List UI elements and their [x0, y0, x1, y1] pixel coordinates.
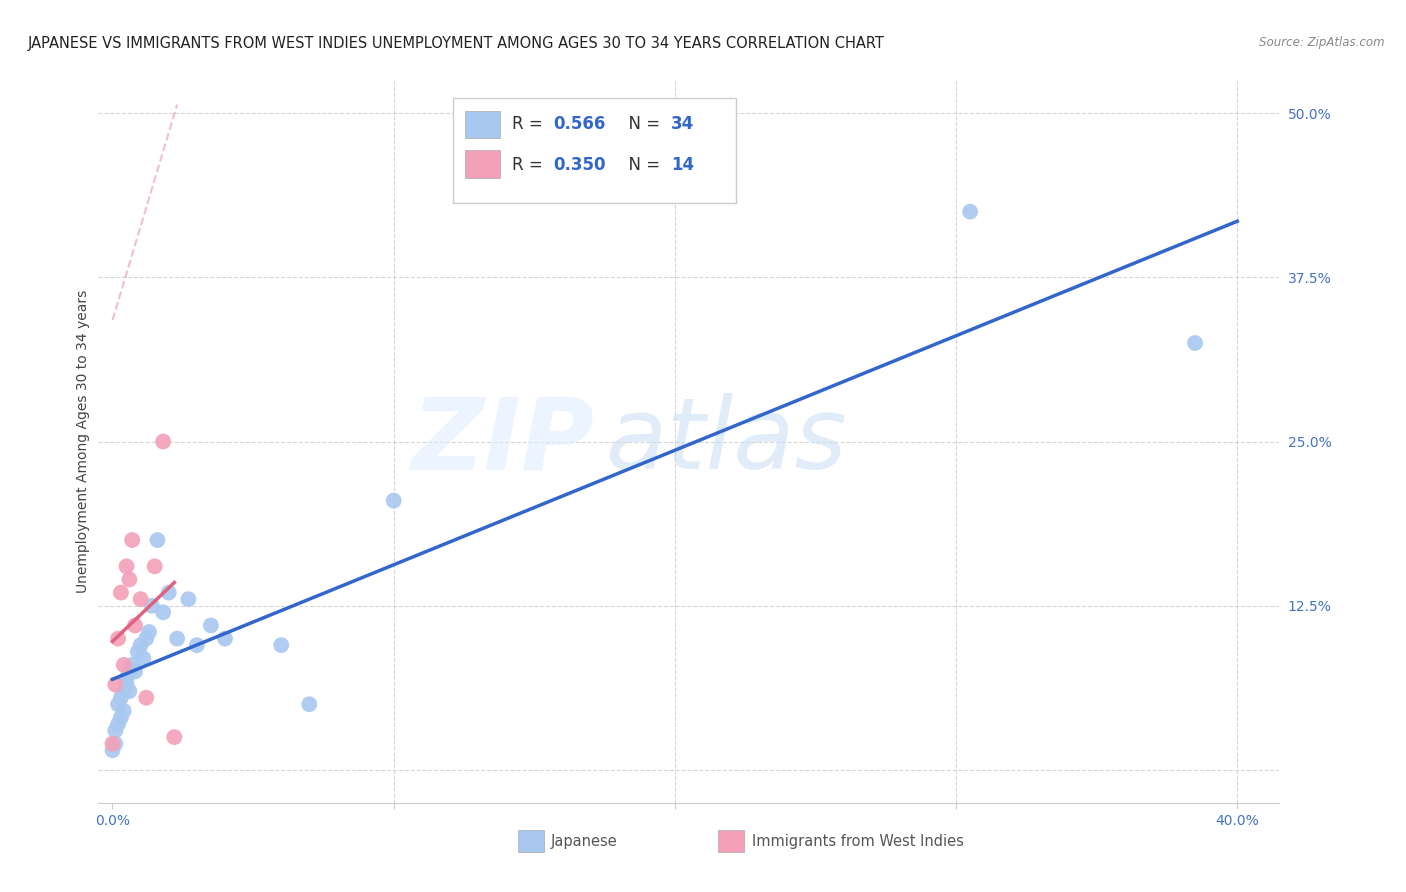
Bar [464, 111, 501, 138]
Point [107, 717, 129, 731]
Point [382, 493, 405, 508]
Point [146, 533, 169, 547]
Point [110, 710, 132, 724]
Point [959, 204, 981, 219]
Text: Immigrants from West Indies: Immigrants from West Indies [752, 834, 963, 848]
Point [121, 533, 143, 547]
Point [121, 657, 143, 672]
Point [163, 730, 186, 744]
Text: 34: 34 [671, 115, 695, 133]
Point [152, 434, 174, 449]
Text: 0.566: 0.566 [553, 115, 606, 133]
Point [129, 638, 152, 652]
Point [270, 638, 292, 652]
Point [115, 559, 138, 574]
Point [118, 573, 141, 587]
Point [135, 632, 157, 646]
Point [115, 677, 138, 691]
Text: atlas: atlas [606, 393, 848, 490]
Bar [517, 830, 544, 852]
Point [124, 665, 146, 679]
Text: 14: 14 [671, 156, 695, 174]
Text: Japanese: Japanese [551, 834, 617, 848]
Text: R =: R = [512, 156, 548, 174]
Point [141, 599, 163, 613]
Point [127, 645, 149, 659]
Point [101, 743, 124, 757]
Text: R =: R = [512, 115, 548, 133]
Point [104, 723, 127, 738]
Y-axis label: Unemployment Among Ages 30 to 34 years: Unemployment Among Ages 30 to 34 years [76, 290, 90, 593]
Point [138, 625, 160, 640]
Text: N =: N = [619, 156, 665, 174]
Point [1184, 336, 1206, 351]
Point [104, 677, 127, 691]
Point [104, 737, 127, 751]
Point [107, 698, 129, 712]
Point [112, 657, 135, 672]
Bar [464, 151, 501, 178]
Text: N =: N = [619, 115, 665, 133]
Text: 0.350: 0.350 [553, 156, 606, 174]
Point [132, 651, 155, 665]
Text: ZIP: ZIP [412, 393, 595, 490]
Point [101, 737, 124, 751]
Point [143, 559, 166, 574]
Text: Source: ZipAtlas.com: Source: ZipAtlas.com [1260, 36, 1385, 49]
Point [186, 638, 208, 652]
Point [118, 684, 141, 698]
Point [177, 592, 200, 607]
Point [110, 585, 132, 599]
Text: JAPANESE VS IMMIGRANTS FROM WEST INDIES UNEMPLOYMENT AMONG AGES 30 TO 34 YEARS C: JAPANESE VS IMMIGRANTS FROM WEST INDIES … [28, 36, 884, 51]
Point [110, 690, 132, 705]
Point [166, 632, 188, 646]
Point [124, 618, 146, 632]
Point [200, 618, 222, 632]
Point [214, 632, 236, 646]
Point [115, 671, 138, 685]
Point [118, 665, 141, 679]
Point [135, 690, 157, 705]
Point [107, 632, 129, 646]
Point [152, 605, 174, 619]
Bar [718, 830, 744, 852]
Point [298, 698, 321, 712]
Point [112, 704, 135, 718]
Point [129, 592, 152, 607]
Point [157, 585, 180, 599]
FancyBboxPatch shape [453, 98, 737, 203]
Point [112, 684, 135, 698]
